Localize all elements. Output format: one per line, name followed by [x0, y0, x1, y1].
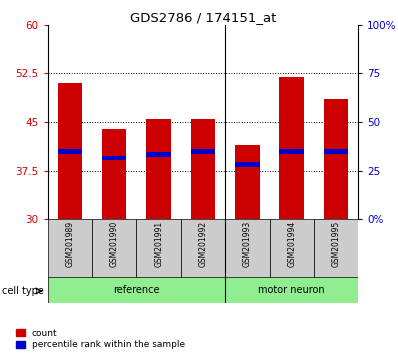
Bar [102, 129, 127, 219]
Legend: count, percentile rank within the sample: count, percentile rank within the sample [16, 329, 185, 349]
Bar [58, 149, 82, 154]
Bar [314, 219, 358, 278]
Bar [191, 149, 215, 154]
Bar [102, 155, 127, 160]
Bar [279, 149, 304, 154]
Bar [191, 119, 215, 219]
Title: GDS2786 / 174151_at: GDS2786 / 174151_at [130, 11, 276, 24]
Bar [146, 152, 171, 157]
Text: GSM201994: GSM201994 [287, 221, 296, 268]
Text: GSM201990: GSM201990 [110, 221, 119, 268]
Bar [137, 219, 181, 278]
Bar [92, 219, 137, 278]
Text: GSM201992: GSM201992 [199, 221, 207, 267]
Text: motor neuron: motor neuron [258, 285, 325, 295]
Bar [324, 149, 348, 154]
Bar [58, 83, 82, 219]
Bar [235, 145, 259, 219]
Text: GSM201993: GSM201993 [243, 221, 252, 268]
Text: cell type: cell type [2, 286, 44, 296]
Bar [48, 277, 225, 303]
Text: GSM201989: GSM201989 [65, 221, 74, 267]
Bar [225, 277, 358, 303]
Text: GSM201995: GSM201995 [332, 221, 341, 268]
Bar [181, 219, 225, 278]
Text: GSM201991: GSM201991 [154, 221, 163, 267]
Bar [48, 219, 92, 278]
Bar [225, 219, 269, 278]
Bar [279, 77, 304, 219]
Text: reference: reference [113, 285, 160, 295]
Bar [269, 219, 314, 278]
Bar [324, 99, 348, 219]
Bar [235, 162, 259, 167]
Bar [146, 119, 171, 219]
